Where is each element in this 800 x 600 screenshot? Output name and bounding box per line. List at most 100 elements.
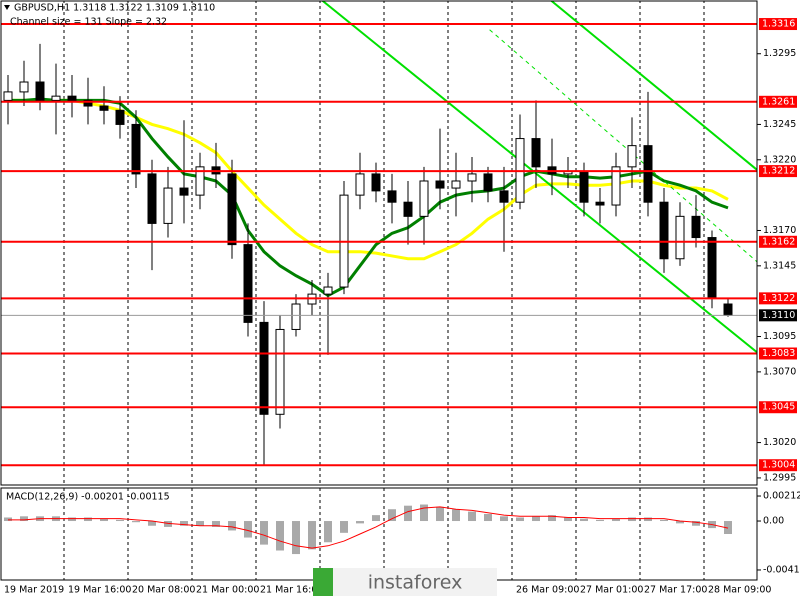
- candle-body: [595, 201, 605, 206]
- level-label: 1.3004: [762, 460, 795, 471]
- macd-bar: [724, 521, 732, 534]
- trend-line: [489, 29, 757, 262]
- macd-bar: [324, 521, 332, 543]
- candle-body: [35, 81, 45, 101]
- macd-bar: [596, 519, 604, 522]
- watermark-box: [313, 568, 497, 596]
- macd-title: MACD(12,26,9) -0.00201 -0.00115: [6, 492, 170, 503]
- level-label-box: [759, 18, 797, 31]
- candle-body: [227, 173, 237, 246]
- last-price-label: 1.3110: [762, 310, 795, 321]
- macd-bar: [292, 521, 300, 555]
- x-tick-label: 28 Mar 09:00: [708, 585, 771, 596]
- macd-bar: [484, 513, 492, 522]
- candle-body: [275, 328, 285, 415]
- macd-bar: [436, 506, 444, 522]
- y-tick-label: 1.3170: [763, 225, 796, 236]
- moving-average: [8, 97, 729, 298]
- x-tick-label: 27 Mar 17:00: [644, 585, 707, 596]
- level-label: 1.3083: [762, 348, 795, 359]
- watermark-text: instaforex: [368, 572, 463, 594]
- macd-bar: [660, 519, 668, 522]
- level-label: 1.3122: [762, 293, 795, 304]
- macd-bar: [132, 521, 140, 523]
- macd-bar: [20, 516, 28, 522]
- macd-bar: [468, 511, 476, 522]
- y-tick-label: 0.00212: [763, 491, 800, 502]
- last-price-box: [759, 309, 797, 322]
- x-tick-label: 26 Mar 09:00: [516, 585, 579, 596]
- macd-bar: [260, 521, 268, 545]
- candle-body: [99, 105, 109, 111]
- level-label-box: [759, 401, 797, 414]
- candle-body: [435, 180, 445, 189]
- candle-body: [67, 95, 77, 101]
- macd-bar: [564, 517, 572, 522]
- candle-body: [179, 187, 189, 196]
- macd-bar: [612, 518, 620, 522]
- candle-body: [659, 201, 669, 260]
- macd-bar: [228, 521, 236, 531]
- x-tick-label: 21 Mar 16:00: [260, 585, 323, 596]
- candle-body: [419, 180, 429, 217]
- candle-body: [467, 173, 477, 182]
- candle-body: [723, 303, 733, 316]
- y-tick-label: 1.3145: [763, 260, 796, 271]
- channel-info: Channel size = 131 Slope = 2.32: [10, 17, 167, 28]
- macd-bar: [276, 521, 284, 551]
- x-tick-label: 20 Mar 08:00: [132, 585, 195, 596]
- collapse-icon: [4, 5, 10, 10]
- macd-bar: [676, 521, 684, 524]
- axes: 19 Mar 2019 19 Mar 16:00 20 Mar 08:00 21 Ma…: [4, 18, 800, 596]
- candle-body: [163, 187, 173, 224]
- candle-body: [403, 201, 413, 217]
- y-tick-label: 1.3295: [763, 48, 796, 59]
- macd-bar: [420, 504, 428, 522]
- macd-bar: [100, 518, 108, 522]
- level-label: 1.3162: [762, 236, 795, 247]
- macd-bar: [4, 517, 12, 522]
- chart-title: GBPUSD,H1 1.3118 1.3122 1.3109 1.3110: [14, 3, 215, 14]
- macd-bar: [500, 516, 508, 522]
- trend-line: [321, 1, 757, 353]
- candle-body: [675, 215, 685, 260]
- macd-bar: [628, 517, 636, 522]
- level-label: 1.3212: [762, 166, 795, 177]
- level-label-box: [759, 235, 797, 248]
- y-tick-label: 1.3245: [763, 119, 796, 130]
- macd-plot: [4, 488, 732, 580]
- candle-body: [323, 286, 333, 295]
- main-plot: [1, 1, 757, 485]
- candle-body: [531, 138, 541, 168]
- candle-body: [579, 170, 589, 203]
- macd-bar: [452, 509, 460, 522]
- level-label-box: [759, 95, 797, 108]
- macd-bar: [580, 518, 588, 522]
- macd-bar: [244, 521, 252, 538]
- macd-bar: [388, 509, 396, 522]
- candle-body: [19, 81, 29, 93]
- y-tick-label: 1.3095: [763, 331, 796, 342]
- macd-bar: [84, 517, 92, 522]
- macd-bar: [164, 521, 172, 527]
- level-label: 1.3045: [762, 402, 795, 413]
- y-tick-label: -0.00415: [763, 564, 800, 575]
- x-tick-label: 19 Mar 16:00: [68, 585, 131, 596]
- macd-bar: [308, 521, 316, 550]
- candle-body: [259, 321, 269, 415]
- moving-average: [8, 98, 729, 261]
- candle-body: [51, 95, 61, 101]
- candle-body: [131, 123, 141, 175]
- macd-bar: [340, 521, 348, 533]
- candle-body: [355, 173, 365, 196]
- candle-body: [611, 166, 621, 206]
- macd-bar: [116, 519, 124, 522]
- candle-body: [3, 91, 13, 101]
- candle-body: [483, 173, 493, 192]
- candle-body: [691, 215, 701, 239]
- macd-bar: [548, 515, 556, 522]
- y-tick-label: 1.2995: [763, 472, 796, 483]
- level-label-box: [759, 459, 797, 472]
